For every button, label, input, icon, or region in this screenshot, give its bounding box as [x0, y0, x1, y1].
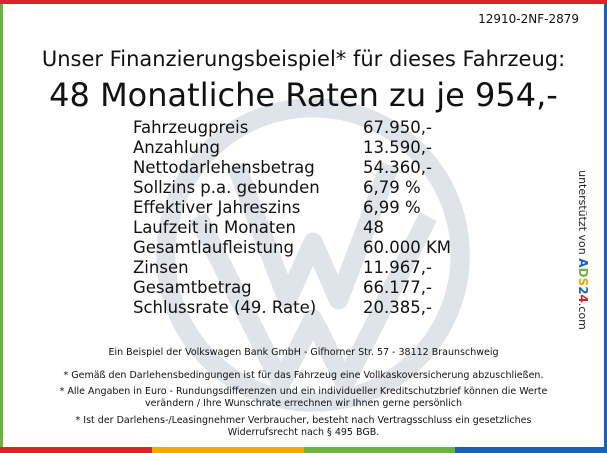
footnote-currency-line1: * Alle Angaben in Euro - Rundungsdiffere…	[59, 386, 548, 397]
finance-row: Nettodarlehensbetrag 54.360,-	[133, 158, 493, 178]
footnote-withdrawal-line1: * Ist der Darlehens-/Leasingnehmer Verbr…	[75, 415, 532, 426]
lender-info: Ein Beispiel der Volkswagen Bank GmbH - …	[108, 347, 499, 358]
supported-by-prefix: unterstützt von	[576, 170, 589, 259]
finance-row: Gesamtlaufleistung 60.000 KM	[133, 238, 493, 258]
row-label: Fahrzeugpreis	[133, 118, 249, 137]
finance-row: Effektiver Jahreszins 6,99 %	[133, 198, 493, 218]
top-color-bar	[0, 0, 607, 4]
row-value: 60.000 KM	[363, 238, 452, 257]
finance-row: Sollzins p.a. gebunden 6,79 %	[133, 178, 493, 198]
left-color-bar	[0, 4, 3, 447]
supported-by-text: unterstützt von ADS24.com	[576, 170, 590, 330]
row-label: Schlussrate (49. Rate)	[133, 298, 317, 317]
headline-intro: Unser Finanzierungsbeispiel* für dieses …	[41, 47, 566, 71]
row-value: 6,79 %	[363, 178, 421, 197]
row-value: 67.950,-	[363, 118, 432, 137]
footnote-insurance: * Gemäß den Darlehensbedingungen ist für…	[63, 370, 544, 381]
row-value: 48	[363, 218, 384, 237]
finance-row: Fahrzeugpreis 67.950,-	[133, 118, 493, 138]
brand-letter: D	[576, 267, 590, 278]
row-label: Zinsen	[133, 258, 189, 277]
bottom-color-bar	[0, 447, 607, 453]
row-value: 13.590,-	[363, 138, 432, 157]
row-value: 11.967,-	[363, 258, 432, 277]
brand-letter: S	[576, 277, 590, 287]
finance-row: Gesamtbetrag 66.177,-	[133, 278, 493, 298]
footnote-currency-line2: verändern / Ihre Wunschrate errechnen wi…	[144, 398, 462, 409]
row-value: 6,99 %	[363, 198, 421, 217]
row-value: 66.177,-	[363, 278, 432, 297]
row-value: 54.360,-	[363, 158, 432, 177]
finance-row: Schlussrate (49. Rate) 20.385,-	[133, 298, 493, 318]
finance-table: Fahrzeugpreis 67.950,- Anzahlung 13.590,- …	[133, 118, 493, 318]
row-value: 20.385,-	[363, 298, 432, 317]
reference-number: 12910-2NF-2879	[478, 12, 579, 26]
brand-letter: 4	[576, 294, 590, 303]
footnote-withdrawal-line2: Widerrufsrecht nach § 495 BGB.	[227, 427, 380, 438]
headline-rate: 48 Monatliche Raten zu je 954,-	[49, 76, 558, 114]
supported-by-suffix: .com	[576, 302, 589, 330]
row-label: Nettodarlehensbetrag	[133, 158, 315, 177]
row-label: Laufzeit in Monaten	[133, 218, 296, 237]
row-label: Gesamtlaufleistung	[133, 238, 294, 257]
row-label: Gesamtbetrag	[133, 278, 252, 297]
row-label: Effektiver Jahreszins	[133, 198, 301, 217]
finance-row: Laufzeit in Monaten 48	[133, 218, 493, 238]
vw-logo-watermark	[156, 98, 470, 412]
finance-row: Anzahlung 13.590,-	[133, 138, 493, 158]
finance-row: Zinsen 11.967,-	[133, 258, 493, 278]
right-color-bar	[604, 4, 607, 447]
supported-by-label: unterstützt von ADS24.com	[574, 168, 592, 332]
row-label: Anzahlung	[133, 138, 220, 157]
row-label: Sollzins p.a. gebunden	[133, 178, 320, 197]
